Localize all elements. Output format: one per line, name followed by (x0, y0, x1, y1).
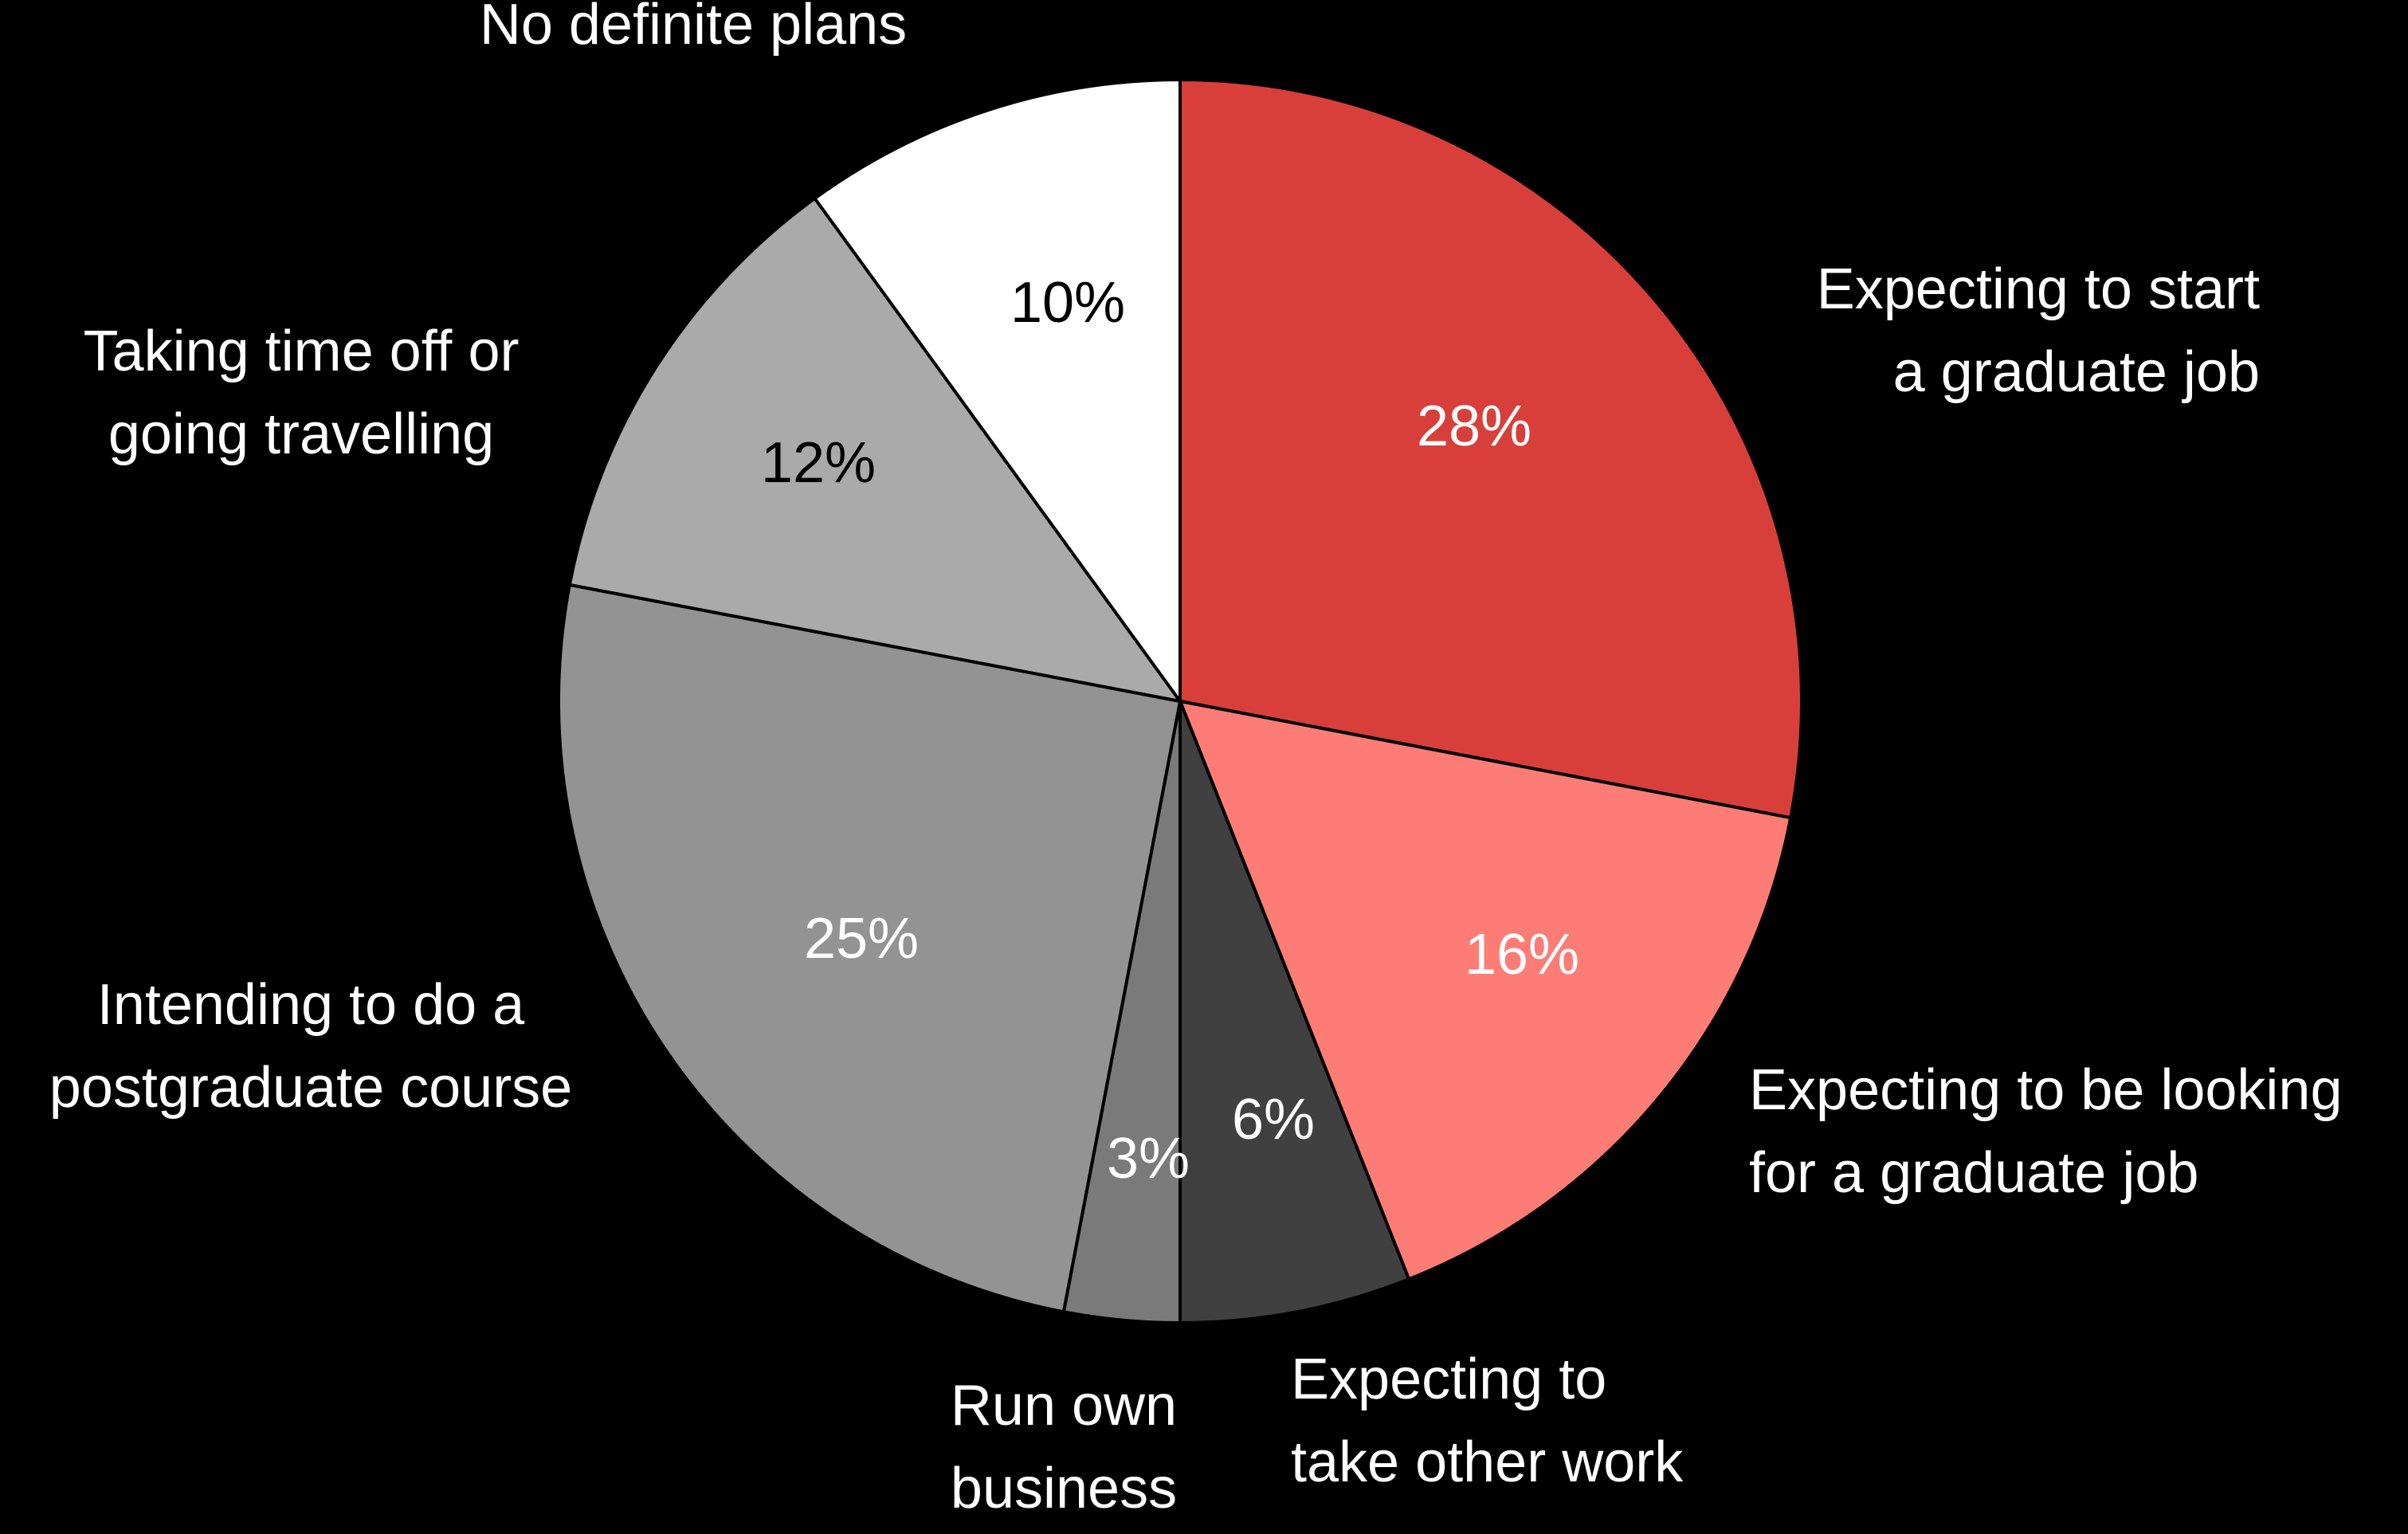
category-label-take-other-work: Expecting to take other work (1291, 1348, 1684, 1494)
category-label-line: take other work (1291, 1430, 1684, 1494)
category-label-line: a graduate job (1893, 340, 2260, 404)
value-label-no-definite-plans: 10% (1010, 271, 1125, 335)
pie-slice-start-graduate-job (1179, 78, 1803, 820)
pie-slice-postgraduate-course (557, 583, 1182, 1314)
category-label-line: Run own (951, 1374, 1177, 1438)
category-label-line: Expecting to start (1817, 257, 2260, 321)
percentage-labels: 28% 16% 6% 3% 25% 12% 10% (761, 271, 1579, 1191)
category-label-start-graduate-job: Expecting to start a graduate job (1817, 257, 2260, 404)
pie-slice-take-other-work (1179, 700, 1411, 1324)
category-label-no-definite-plans: No definite plans (480, 0, 907, 57)
category-label-line: No definite plans (480, 0, 907, 57)
value-label-time-off-travelling: 12% (761, 431, 876, 495)
value-label-postgraduate-course: 25% (804, 907, 919, 971)
value-label-start-graduate-job: 28% (1417, 394, 1531, 458)
category-label-line: Intending to do a (97, 973, 525, 1037)
category-label-line: Expecting to (1291, 1348, 1606, 1411)
category-label-run-own-business: Run own business (951, 1374, 1177, 1520)
category-label-line: Expecting to be looking (1749, 1058, 2343, 1122)
category-label-time-off-travelling: Taking time off or going travelling (84, 320, 520, 466)
value-label-take-other-work: 6% (1232, 1088, 1315, 1151)
category-label-line: going travelling (108, 402, 494, 466)
pie-slice-time-off-travelling (567, 196, 1182, 703)
category-label-line: for a graduate job (1749, 1141, 2198, 1205)
category-label-looking-for-graduate-job: Expecting to be looking for a graduate jo… (1749, 1058, 2343, 1205)
pie-slice-no-definite-plans (813, 78, 1182, 703)
category-label-line: business (951, 1457, 1177, 1520)
pie-slice-looking-for-graduate-job (1179, 700, 1793, 1281)
category-label-postgraduate-course: Intending to do a postgraduate course (49, 973, 572, 1120)
category-label-line: postgraduate course (49, 1056, 572, 1120)
category-labels: Expecting to start a graduate jobExpectin… (49, 0, 2343, 1520)
category-label-line: Taking time off or (84, 320, 520, 383)
value-label-looking-for-graduate-job: 16% (1465, 923, 1579, 987)
pie-slices (557, 78, 1803, 1324)
value-label-run-own-business: 3% (1107, 1127, 1190, 1191)
